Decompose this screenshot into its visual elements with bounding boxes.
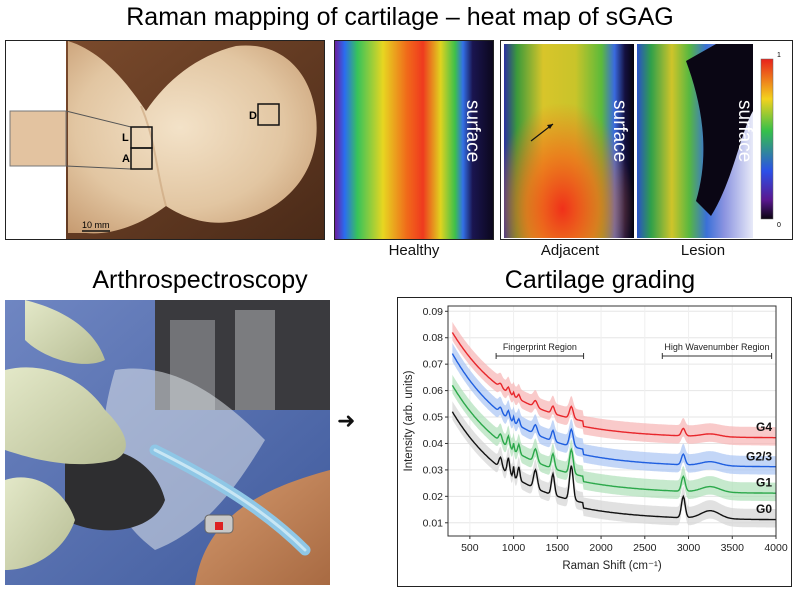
series-line-g1	[451, 384, 776, 494]
xtick-label-5: 3000	[677, 542, 701, 554]
band-g0	[452, 401, 776, 528]
cartilage-photo: L A D 10 mm	[5, 40, 325, 240]
heatmap-adjacent-lesion-frame: 1 0	[500, 40, 793, 240]
ytick-label-0: 0.01	[423, 517, 444, 529]
band-g2-3	[452, 343, 776, 475]
ytick-label-6: 0.07	[423, 359, 444, 371]
series-line-g4	[451, 332, 776, 439]
series-label-g2-3: G2/3	[746, 449, 772, 463]
ytick-label-5: 0.06	[423, 385, 444, 397]
ytick-label-3: 0.04	[423, 438, 444, 450]
series-line-g2-3	[451, 353, 776, 468]
xtick-label-4: 2500	[633, 542, 657, 554]
cartilage-grading-chart: 0.01 0.02 0.03 0.04 0.05 0.06 0.07 0.08 0.09 500 1…	[397, 297, 792, 587]
xtick-label-7: 4000	[764, 542, 788, 554]
scale-bar-label: 10 mm	[82, 220, 110, 230]
chart-lines	[451, 332, 776, 521]
heatmap-healthy-frame	[334, 40, 494, 240]
plot-area	[447, 305, 777, 537]
colorbar	[760, 58, 774, 220]
x-axis-label: Raman Shift (cm⁻¹)	[562, 560, 662, 572]
arthrospectroscopy-photo	[5, 300, 330, 585]
y-axis-label: Intensity (arb. units)	[403, 370, 415, 471]
bottom-left-title: Arthrospectroscopy	[92, 266, 308, 294]
ytick-label-2: 0.03	[423, 464, 444, 476]
heatmap-healthy	[335, 41, 493, 239]
chart-labels: 0.01 0.02 0.03 0.04 0.05 0.06 0.07 0.08 0.09 500 1…	[403, 306, 788, 572]
cartilage-photo-graphic: L A D 10 mm	[6, 41, 324, 239]
marker-l-label: L	[122, 132, 129, 144]
heatmap-adjacent-lesion: 1 0	[504, 44, 781, 238]
surface-label-lesion: surface	[734, 100, 755, 163]
ytick-label-8: 0.09	[423, 306, 444, 318]
xtick-label-1: 1000	[502, 542, 526, 554]
panel-label-lesion: Lesion	[680, 242, 726, 259]
series-line-g0	[451, 411, 776, 521]
arthrospectroscopy-graphic	[5, 300, 330, 585]
bottom-right-title: Cartilage grading	[504, 266, 696, 294]
marker-d-label: D	[249, 110, 257, 122]
xtick-label-3: 2000	[589, 542, 613, 554]
arrow-icon: ➜	[337, 408, 356, 433]
ytick-label-4: 0.05	[423, 412, 444, 424]
xtick-label-0: 500	[461, 542, 479, 554]
top-title: Raman mapping of cartilage – heat map of…	[126, 3, 674, 31]
colorbar-max: 1	[777, 52, 781, 59]
region-label-0: Fingerprint Region	[503, 342, 577, 352]
marker-box-d	[257, 103, 280, 126]
band-g4	[452, 321, 776, 446]
chart-axes	[445, 305, 777, 539]
xtick-label-6: 3500	[721, 542, 745, 554]
surface-label-healthy: surface	[462, 100, 483, 163]
chart-bands	[452, 321, 776, 528]
series-label-g1: G1	[756, 476, 772, 490]
ytick-label-1: 0.02	[423, 491, 444, 503]
marker-box-a	[130, 147, 153, 170]
colorbar-min: 0	[777, 222, 781, 229]
photo-inset	[9, 110, 67, 167]
spectra-chart: 0.01 0.02 0.03 0.04 0.05 0.06 0.07 0.08 0.09 500 1…	[403, 305, 788, 572]
panel-label-healthy: Healthy	[388, 242, 440, 259]
series-label-g0: G0	[756, 502, 772, 516]
region-label-1: High Wavenumber Region	[664, 342, 769, 352]
panel-label-adjacent: Adjacent	[540, 242, 600, 259]
xtick-label-2: 1500	[546, 542, 570, 554]
surface-label-adjacent: surface	[609, 100, 630, 163]
series-label-g4: G4	[756, 420, 772, 434]
marker-a-label: A	[122, 153, 130, 165]
ytick-label-7: 0.08	[423, 332, 444, 344]
band-g1	[452, 374, 776, 502]
